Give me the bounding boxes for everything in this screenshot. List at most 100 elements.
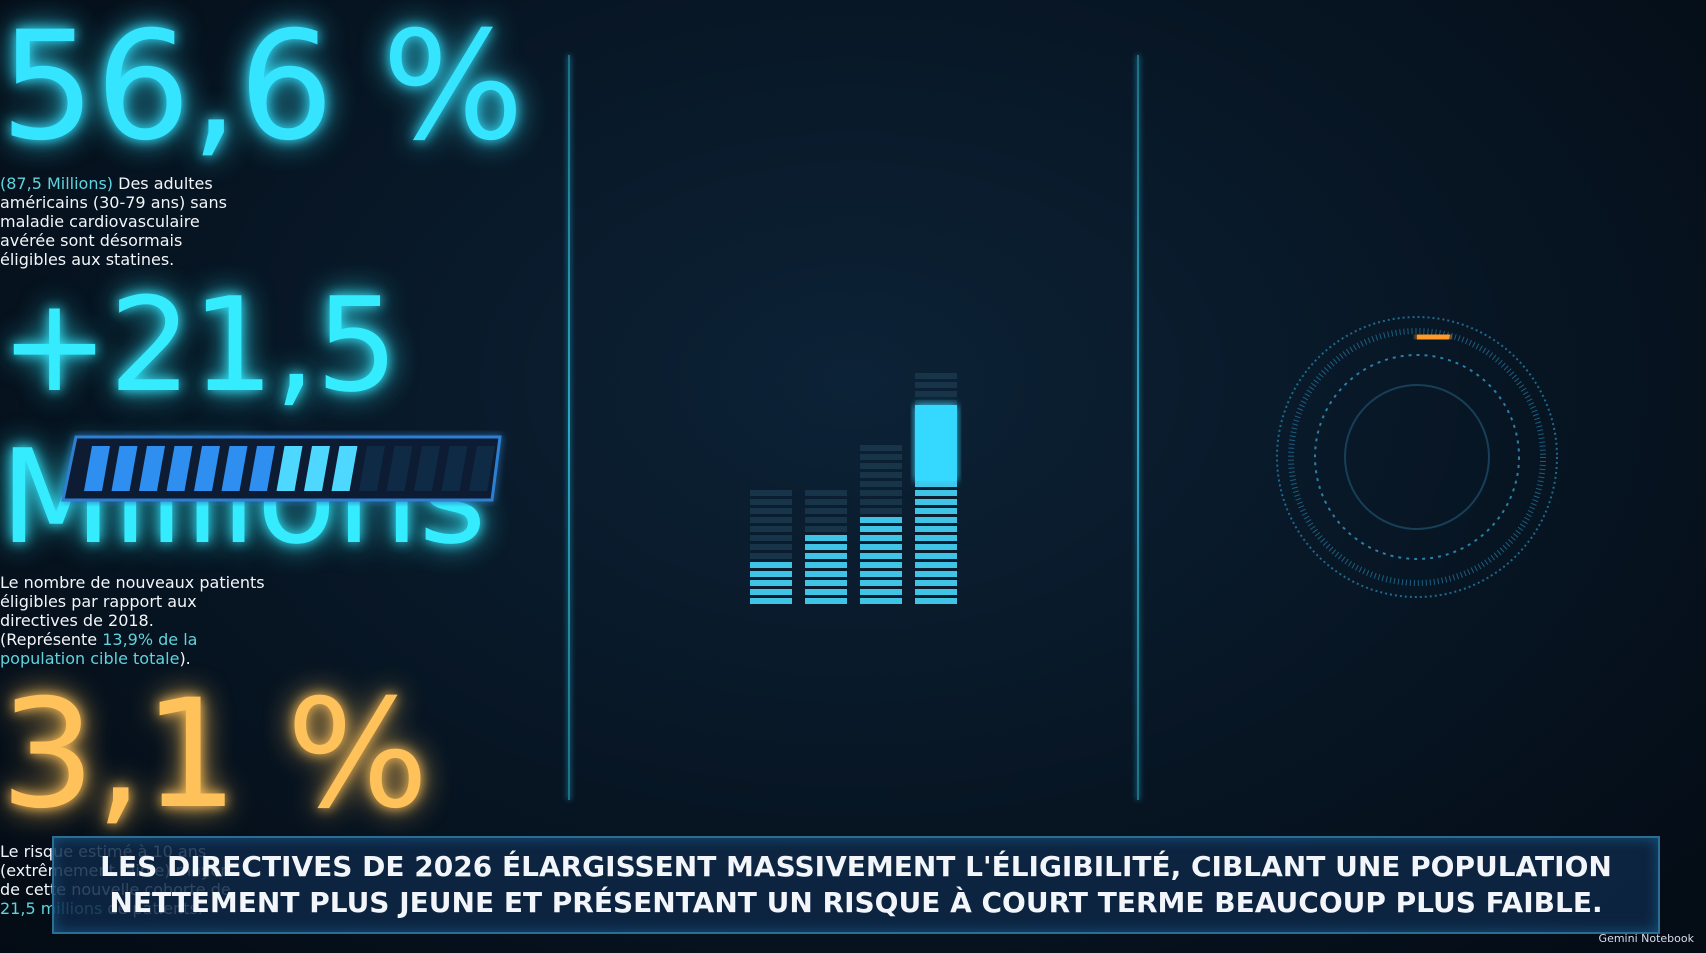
stripe: [860, 526, 902, 532]
description-line: (87,5 Millions) Des adultes: [0, 174, 540, 193]
stripe: [805, 499, 847, 505]
text: éligibles aux statines.: [0, 250, 175, 269]
stat-line: +21,5: [0, 269, 399, 421]
description-line: population cible totale).: [0, 649, 540, 668]
bar-segment: [249, 446, 275, 491]
stripe: [915, 562, 957, 568]
stat-line: 56,6 %: [0, 0, 525, 174]
text: directives de 2018.: [0, 611, 154, 630]
stripe: [860, 490, 902, 496]
bar-segment: [194, 446, 220, 491]
footer-line: LES DIRECTIVES DE 2026 ÉLARGISSENT MASSI…: [100, 850, 1612, 883]
stripe: [750, 508, 792, 514]
stripe: [860, 463, 902, 469]
stripe: [915, 580, 957, 586]
stat: 56,6 %: [0, 0, 560, 174]
description-line: américains (30-79 ans) sans: [0, 193, 540, 212]
divider: [568, 55, 570, 800]
stripe: [805, 544, 847, 550]
stripe: [860, 544, 902, 550]
stripe: [915, 508, 957, 514]
highlight-text: (87,5 Millions): [0, 174, 114, 193]
bar-segment: [111, 446, 138, 491]
progress-bar: [61, 435, 502, 502]
stripe: [915, 373, 957, 379]
stripe: [915, 553, 957, 559]
bar-graphic: [750, 373, 957, 604]
bar-segment: [469, 446, 495, 491]
watermark: Gemini Notebook: [1598, 932, 1694, 945]
stripe: [860, 454, 902, 460]
stripe: [805, 598, 847, 604]
stripe: [915, 598, 957, 604]
description: (87,5 Millions) Des adultes américains (3…: [0, 174, 540, 269]
stripe: [915, 481, 957, 487]
stripe: [750, 490, 792, 496]
stripe: [860, 598, 902, 604]
stripe: [805, 589, 847, 595]
description-line: maladie cardiovasculaire: [0, 212, 540, 231]
text: (Représente: [0, 630, 103, 649]
bar-segment: [359, 446, 385, 491]
stripe: [750, 589, 792, 595]
description-line: avérée sont désormais: [0, 231, 540, 250]
bar-segment: [276, 446, 303, 491]
stripe: [805, 508, 847, 514]
stripe: [750, 562, 792, 568]
stripe: [860, 571, 902, 577]
stripe: [860, 508, 902, 514]
stripe: [860, 580, 902, 586]
stripe: [915, 544, 957, 550]
highlight-text: population cible totale: [0, 649, 180, 668]
stripe: [915, 589, 957, 595]
text: avérée sont désormais: [0, 231, 183, 250]
stripe: [750, 544, 792, 550]
text: américains (30-79 ans) sans: [0, 193, 227, 212]
text: éligibles par rapport aux: [0, 592, 197, 611]
stripe: [915, 490, 957, 496]
stripe: [805, 562, 847, 568]
stripe: [805, 571, 847, 577]
ring-graphic: [1276, 316, 1558, 598]
stripe: [860, 562, 902, 568]
stripe: [915, 382, 957, 388]
divider: [1137, 55, 1139, 800]
stripe: [750, 598, 792, 604]
text: ).: [179, 649, 191, 668]
stripe: [750, 580, 792, 586]
bar-segment: [386, 446, 413, 491]
stripe: [750, 499, 792, 505]
text: Le nombre de nouveaux patients: [0, 573, 265, 592]
bar-segment: [304, 446, 330, 491]
stripe: [915, 526, 957, 532]
bar-segment: [331, 446, 358, 491]
stripe: [860, 481, 902, 487]
stripe: [860, 472, 902, 478]
stripe: [805, 535, 847, 541]
stripe: [915, 535, 957, 541]
stripe: [805, 526, 847, 532]
footer-banner: LES DIRECTIVES DE 2026 ÉLARGISSENT MASSI…: [52, 836, 1660, 934]
footer-line: NETTEMENT PLUS JEUNE ET PRÉSENTANT UN RI…: [109, 886, 1603, 919]
text: maladie cardiovasculaire: [0, 212, 200, 231]
stripe: [805, 553, 847, 559]
bar-segment: [414, 446, 440, 491]
stripe: [750, 517, 792, 523]
stripe: [805, 580, 847, 586]
stripe: [750, 571, 792, 577]
bar-segment: [84, 446, 110, 491]
stripe: [915, 400, 957, 406]
stat: 3,1 %: [0, 668, 560, 842]
stripe: [915, 499, 957, 505]
stripe: [805, 517, 847, 523]
highlight-text: 13,9% de la: [102, 630, 198, 649]
description-line: Le nombre de nouveaux patients: [0, 573, 540, 592]
description-line: directives de 2018.: [0, 611, 540, 630]
bar-segment: [166, 446, 193, 491]
bar-segment: [221, 446, 248, 491]
stripe: [860, 535, 902, 541]
stripe: [915, 571, 957, 577]
bar-segment: [139, 446, 165, 491]
